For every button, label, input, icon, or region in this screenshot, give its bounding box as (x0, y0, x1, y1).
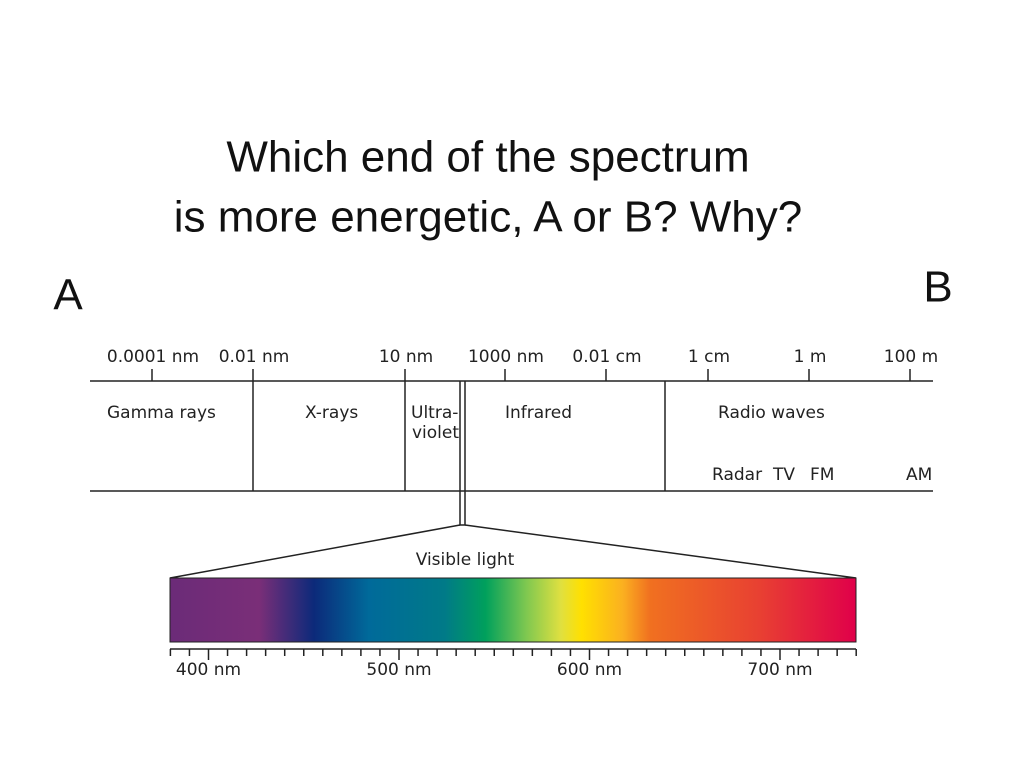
visible-scale: 400 nm 500 nm 600 nm 700 nm (169, 649, 857, 680)
end-label: A (53, 271, 83, 320)
visible-band (459, 381, 466, 526)
region-label: Infrared (505, 403, 572, 423)
title-line: is more energetic, A or B? Why? (174, 193, 803, 242)
band-label: Radar (712, 465, 762, 485)
visible-scale-label: 500 nm (366, 660, 431, 680)
region-label: violet (412, 423, 459, 443)
visible-scale-label: 600 nm (557, 660, 622, 680)
scale-label: 1 cm (688, 347, 730, 367)
scale-label: 1000 nm (468, 347, 544, 367)
visible-scale-label: 700 nm (747, 660, 812, 680)
end-label: B (923, 263, 952, 312)
zoom-line (169, 524, 461, 579)
visible-spectrum (169, 577, 857, 643)
scale: 0.0001 nm 0.01 nm 10 nm 1000 nm 0.01 cm 1 cm 1… (107, 347, 938, 381)
scale-label: 0.01 nm (219, 347, 290, 367)
scale-label: 0.0001 nm (107, 347, 199, 367)
band-label: FM (810, 465, 834, 485)
zoom-line (464, 524, 857, 579)
region-label: Radio waves (718, 403, 825, 423)
band-label: AM (906, 465, 932, 485)
band-label: TV (772, 465, 795, 485)
visible-label: Visible light (416, 550, 515, 570)
region-label: X-rays (305, 403, 358, 423)
visible-scale-label: 400 nm (176, 660, 241, 680)
region-label: Gamma rays (107, 403, 216, 423)
scale-label: 0.01 cm (572, 347, 641, 367)
scale-label: 100 m (884, 347, 938, 367)
region-label: Ultra- (411, 403, 458, 423)
title-line: Which end of the spectrum (226, 133, 749, 182)
scale-label: 1 m (794, 347, 827, 367)
scale-label: 10 nm (379, 347, 433, 367)
